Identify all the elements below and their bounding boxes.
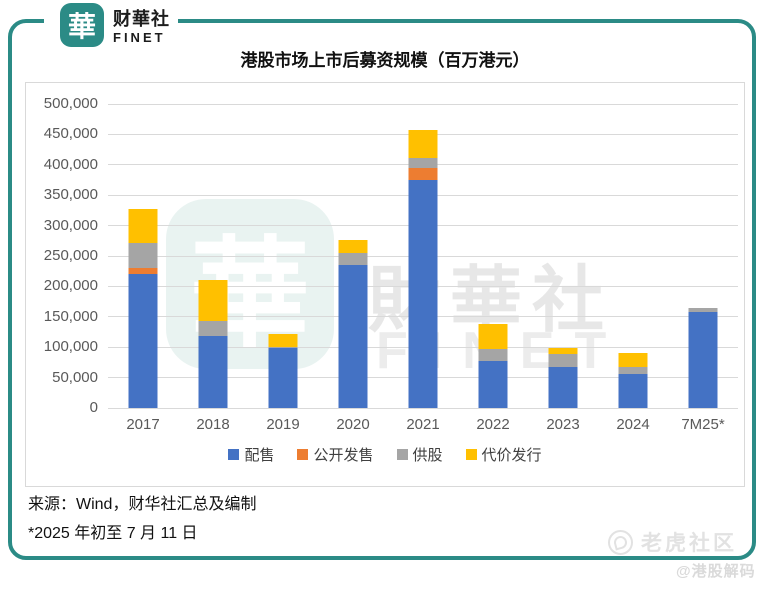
chart-title: 港股市场上市后募资规模（百万港元） xyxy=(240,51,530,70)
legend-item-供股: 供股 xyxy=(396,444,443,465)
bar-stack-2018 xyxy=(198,104,228,408)
tiger-community-label: 老虎社区 xyxy=(641,532,737,555)
account-handle-watermark: @港股解码 xyxy=(676,563,756,580)
tiger-icon xyxy=(608,529,633,555)
bar-segment-代价发行 xyxy=(268,334,298,347)
bar-segment-供股 xyxy=(548,353,578,367)
bar-segment-供股 xyxy=(198,321,228,337)
legend-swatch-icon xyxy=(297,449,309,460)
legend-label: 配售 xyxy=(244,447,275,464)
legend: 配售 公开发售 供股 代价发行 xyxy=(26,444,744,465)
finet-logo-text: 财華社 FINET xyxy=(113,3,170,44)
finet-logo: 華 财華社 FINET xyxy=(60,3,170,47)
bar-column-2019 xyxy=(248,104,318,408)
bar-column-7M25* xyxy=(668,104,738,408)
bar-segment-配售 xyxy=(688,311,718,408)
finet-logo-icon: 華 xyxy=(60,3,104,47)
bar-segment-供股 xyxy=(128,243,158,269)
bar-segment-代价发行 xyxy=(618,353,648,368)
bar-column-2022 xyxy=(458,104,528,408)
x-axis: 2017 2018 2019 2020 2021 2022 2023 2024 7M25* xyxy=(108,416,738,433)
bar-segment-配售 xyxy=(338,265,368,408)
y-axis-label: 0 xyxy=(89,399,98,416)
bar-column-2020 xyxy=(318,104,388,408)
x-axis-label-2020: 2020 xyxy=(336,416,370,433)
bar-segment-供股 xyxy=(688,307,718,312)
y-axis-label: 150,000 xyxy=(43,307,98,325)
bar-stack-2024 xyxy=(618,104,648,408)
bar-segment-配售 xyxy=(198,336,228,408)
x-axis-label-2022: 2022 xyxy=(476,416,510,433)
x-axis-label-2021: 2021 xyxy=(406,416,440,433)
bar-segment-配售 xyxy=(478,360,508,408)
y-axis-label: 100,000 xyxy=(43,338,98,356)
legend-item-公开发售: 公开发售 xyxy=(297,444,374,465)
x-axis-label-2024: 2024 xyxy=(616,416,650,433)
bar-segment-配售 xyxy=(408,180,438,408)
legend-label: 供股 xyxy=(412,447,443,464)
bar-stack-7M25* xyxy=(688,104,718,408)
y-axis-label: 350,000 xyxy=(43,186,98,204)
chart-area: 華 財華社 FINET 050,000100,000150,000200,000… xyxy=(25,82,745,487)
legend-label: 公开发售 xyxy=(313,447,374,464)
bar-segment-供股 xyxy=(408,158,438,168)
y-axis-label: 400,000 xyxy=(43,155,98,173)
finet-logo-glyph: 華 xyxy=(67,11,96,42)
bar-segment-代价发行 xyxy=(198,280,228,322)
plot-area xyxy=(108,103,738,409)
bar-segment-供股 xyxy=(478,349,508,361)
legend-item-代价发行: 代价发行 xyxy=(465,444,542,465)
x-axis-label-7M25*: 7M25* xyxy=(681,416,725,433)
x-axis-label-2019: 2019 xyxy=(266,416,300,433)
y-axis-label: 200,000 xyxy=(43,277,98,295)
y-axis-label: 50,000 xyxy=(52,368,98,386)
gridline xyxy=(108,407,738,409)
y-axis-label: 450,000 xyxy=(43,125,98,143)
y-axis-label: 250,000 xyxy=(43,247,98,264)
bar-segment-公开发售 xyxy=(128,268,158,275)
tiger-community-watermark: 老虎社区 xyxy=(608,527,737,557)
bar-segment-供股 xyxy=(618,367,648,374)
legend-item-配售: 配售 xyxy=(228,444,274,465)
bar-columns xyxy=(108,104,738,408)
bar-stack-2023 xyxy=(548,104,578,408)
bar-column-2018 xyxy=(178,104,248,408)
source-note: 来源：Wind，财华社汇总及编制 xyxy=(28,496,257,513)
gridline xyxy=(108,103,738,105)
y-axis-label: 500,000 xyxy=(43,95,98,112)
bar-segment-代价发行 xyxy=(338,240,368,253)
bar-segment-代价发行 xyxy=(548,348,578,354)
bar-column-2017 xyxy=(108,104,178,408)
bar-stack-2019 xyxy=(268,104,298,408)
legend-swatch-icon xyxy=(228,449,240,460)
bar-segment-配售 xyxy=(128,274,158,408)
bar-segment-配售 xyxy=(618,373,648,408)
bar-segment-代价发行 xyxy=(408,130,438,159)
bar-stack-2021 xyxy=(408,104,438,408)
footnote: *2025 年初至 7 月 11 日 xyxy=(28,525,198,542)
logo-name-en: FINET xyxy=(113,30,166,45)
x-axis-label-2018: 2018 xyxy=(196,416,230,433)
bar-segment-配售 xyxy=(268,348,298,408)
bar-column-2021 xyxy=(388,104,458,408)
bar-segment-配售 xyxy=(548,366,578,408)
bar-stack-2022 xyxy=(478,104,508,408)
legend-swatch-icon xyxy=(465,449,477,460)
bar-segment-供股 xyxy=(338,252,368,266)
bar-column-2023 xyxy=(528,104,598,408)
logo-name-cn: 财華社 xyxy=(113,9,170,29)
x-axis-label-2023: 2023 xyxy=(546,416,580,433)
bar-segment-供股 xyxy=(268,346,298,349)
teal-border-frame xyxy=(8,19,756,560)
y-axis-label: 300,000 xyxy=(43,216,98,234)
bar-segment-代价发行 xyxy=(478,324,508,350)
bar-segment-公开发售 xyxy=(408,167,438,180)
x-axis-label-2017: 2017 xyxy=(126,416,160,433)
legend-swatch-icon xyxy=(396,449,408,460)
bar-segment-代价发行 xyxy=(128,209,158,244)
bar-stack-2017 xyxy=(128,104,158,408)
bar-stack-2020 xyxy=(338,104,368,408)
bar-column-2024 xyxy=(598,104,668,408)
legend-label: 代价发行 xyxy=(481,447,542,464)
